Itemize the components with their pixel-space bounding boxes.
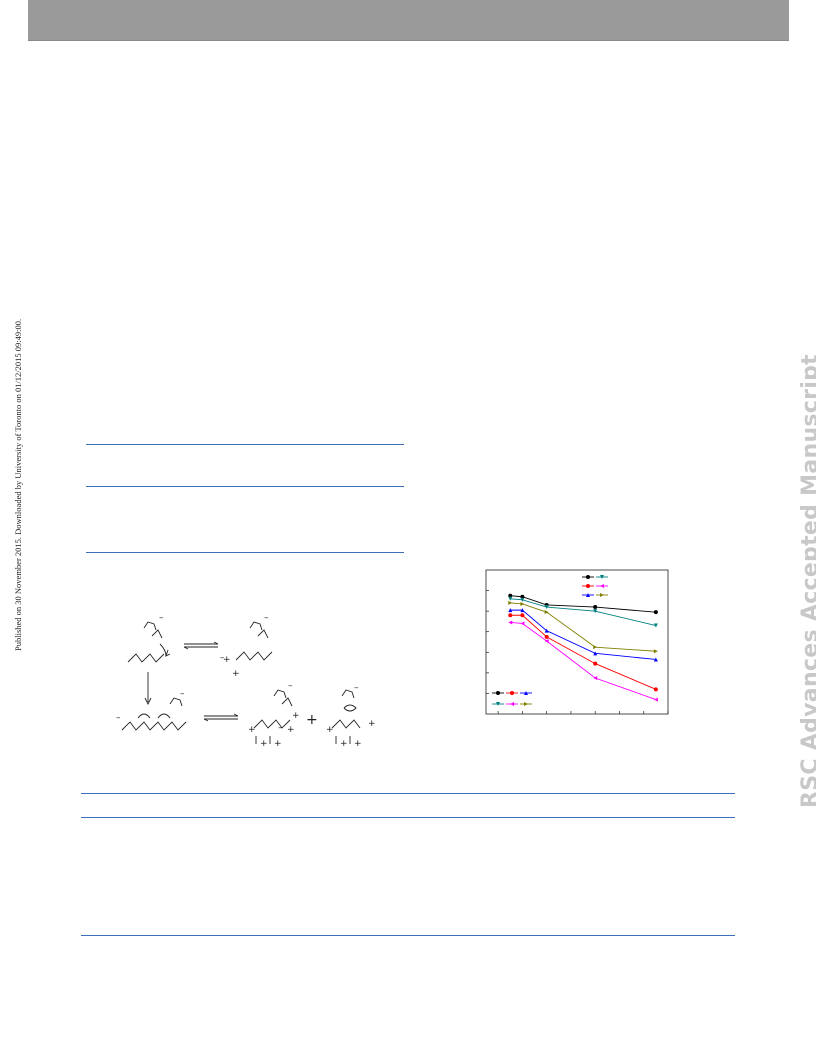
data-point	[544, 634, 549, 639]
data-point	[508, 593, 513, 598]
equilibrium-arrow-top	[183, 641, 219, 650]
line-chart	[485, 569, 669, 715]
equilibrium-arrow-bottom	[203, 713, 239, 722]
series-line	[510, 598, 656, 626]
data-point	[593, 661, 598, 666]
data-point	[593, 645, 598, 650]
charge: +	[223, 655, 231, 665]
series-0	[508, 593, 658, 615]
legend-bottom	[492, 691, 532, 706]
data-point	[653, 610, 658, 615]
charge: –	[116, 713, 121, 723]
legend-top	[582, 575, 608, 597]
reaction-scheme-figure: – – + + – – – + + – + + – + + – + + + +	[116, 613, 376, 749]
series-5	[508, 600, 658, 654]
structure-top-right	[235, 621, 273, 661]
data-point	[593, 651, 598, 656]
data-point	[593, 609, 598, 614]
charge: –	[278, 723, 283, 733]
charge: +	[292, 711, 300, 721]
published-note: Published on 30 November 2015. Downloade…	[13, 318, 23, 651]
rule-left-3	[86, 552, 404, 553]
rule-full-2	[81, 817, 735, 818]
charge: +	[340, 739, 348, 749]
series-3	[508, 620, 658, 702]
series-line	[510, 614, 657, 690]
data-point	[653, 649, 658, 654]
charge: –	[159, 613, 164, 623]
down-arrow	[144, 672, 152, 706]
charge: –	[220, 653, 225, 663]
data-point	[593, 676, 598, 680]
charge: +	[326, 725, 334, 735]
data-point	[520, 597, 525, 602]
charge: –	[354, 683, 359, 693]
legend-entry	[492, 702, 532, 706]
charge: +	[260, 739, 268, 749]
data-point	[544, 605, 549, 610]
structure-top-left	[127, 621, 171, 663]
data-point	[544, 628, 549, 633]
series-layer	[508, 593, 658, 702]
series-1	[508, 596, 658, 628]
data-point	[544, 610, 549, 615]
series-line	[510, 609, 656, 660]
rule-full-1	[81, 793, 735, 794]
data-point	[653, 687, 658, 692]
charge: +	[274, 739, 282, 749]
data-point	[593, 605, 598, 610]
charge: +	[232, 669, 240, 679]
series-line	[510, 622, 657, 701]
data-point	[508, 608, 513, 613]
data-point	[520, 613, 525, 618]
charge: –	[180, 689, 185, 699]
data-point	[653, 697, 658, 702]
charge: +	[354, 739, 362, 749]
legend-entry	[582, 584, 608, 588]
data-point	[653, 657, 658, 662]
watermark: RSC Advances Accepted Manuscript	[798, 353, 816, 808]
structure-bottom-middle	[253, 689, 293, 744]
series-2	[508, 613, 658, 692]
data-point	[520, 608, 525, 613]
data-point	[520, 601, 525, 606]
scheme-charges: – – + + – – – + + – + + – + + – + + +	[116, 613, 376, 749]
data-point	[508, 596, 513, 601]
data-point	[653, 623, 658, 628]
legend-entry	[582, 575, 608, 579]
data-point	[544, 638, 549, 643]
x-axis-ticks	[497, 711, 669, 714]
plus-sign: +	[306, 712, 318, 728]
charge: –	[264, 613, 269, 623]
charge: –	[288, 681, 293, 691]
header-bar	[28, 0, 789, 41]
plot-frame	[485, 569, 669, 715]
structure-bottom-left	[121, 697, 187, 731]
rule-full-3	[81, 935, 735, 936]
data-point	[520, 621, 525, 626]
rule-left-1	[86, 444, 404, 445]
data-point	[508, 620, 513, 625]
data-point	[508, 613, 513, 618]
charge: +	[368, 719, 376, 729]
structure-bottom-right	[331, 689, 361, 744]
legend-entry	[492, 691, 532, 695]
y-axis-ticks	[486, 590, 489, 694]
series-4	[508, 608, 658, 662]
data-point	[508, 600, 513, 605]
charge: +	[287, 725, 295, 735]
legend-entry	[582, 593, 608, 597]
charge: +	[248, 725, 256, 735]
rule-left-2	[86, 486, 404, 487]
data-point	[520, 594, 525, 599]
